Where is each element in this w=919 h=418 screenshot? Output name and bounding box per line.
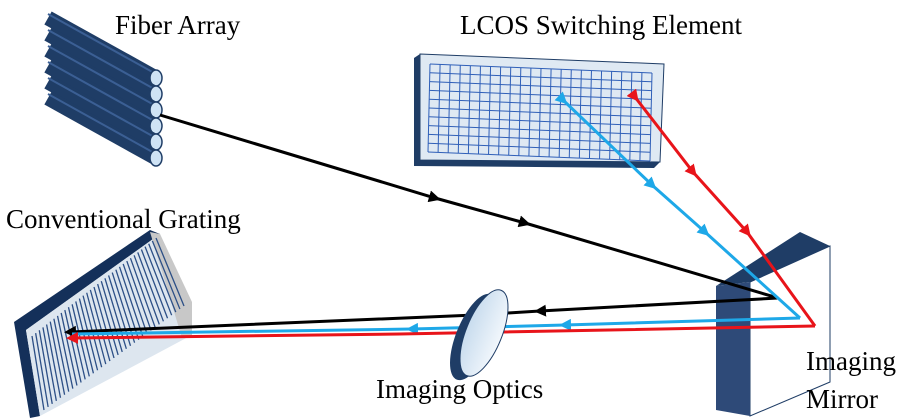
- ray-red-out: [66, 324, 816, 344]
- label: Mirror: [806, 384, 878, 414]
- fiber-highlight: [47, 45, 157, 107]
- lcos-element: [414, 53, 665, 168]
- label: Conventional Grating: [6, 204, 241, 234]
- grid-line: [429, 81, 652, 92]
- groove: [49, 321, 66, 395]
- groove: [56, 315, 74, 389]
- ray-black-in: [159, 113, 779, 300]
- fiber-end: [149, 149, 163, 167]
- fiber-highlight: [47, 29, 157, 91]
- label: Imaging Optics: [376, 374, 543, 404]
- fiber-highlight: [47, 77, 157, 139]
- label: Imaging: [806, 346, 896, 376]
- ray-blue-up: [554, 91, 802, 320]
- fiber-highlight: [47, 61, 157, 123]
- groove: [148, 243, 177, 313]
- groove: [144, 246, 173, 316]
- groove: [151, 240, 181, 310]
- fiber: [44, 43, 160, 117]
- groove: [38, 330, 53, 404]
- label: LCOS Switching Element: [460, 10, 742, 40]
- imaging-mirror: [716, 232, 831, 417]
- fiber-array: [44, 11, 163, 167]
- groove: [35, 333, 49, 408]
- imaging-lens: [450, 289, 509, 381]
- fiber: [44, 59, 160, 133]
- groove: [45, 324, 62, 398]
- groove: [53, 318, 70, 392]
- grid-line: [429, 72, 652, 83]
- label: Fiber Array: [115, 10, 241, 40]
- fiber-highlight: [47, 13, 157, 75]
- grid-line: [429, 63, 653, 74]
- fiber: [44, 75, 160, 149]
- fiber: [44, 91, 160, 165]
- fiber: [44, 11, 160, 85]
- groove: [155, 237, 185, 307]
- fiber-highlight: [47, 93, 157, 155]
- fiber: [44, 27, 160, 101]
- ray-red-up: [626, 88, 817, 327]
- groove: [31, 335, 45, 411]
- grating: [14, 230, 192, 418]
- groove: [60, 312, 78, 386]
- groove: [42, 327, 57, 401]
